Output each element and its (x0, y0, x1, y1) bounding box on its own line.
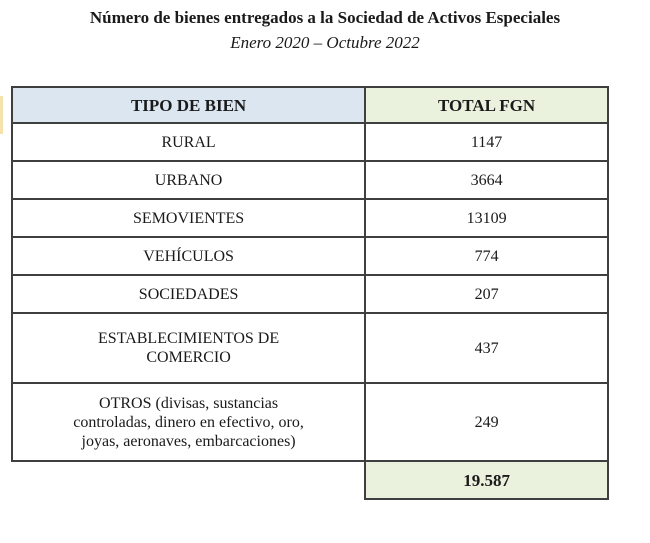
page-title: Número de bienes entregados a la Socieda… (89, 8, 561, 27)
cell-tipo: SOCIEDADES (10, 274, 367, 314)
table-row: OTROS (divisas, sustancias controladas, … (10, 382, 609, 462)
cell-total: 207 (364, 274, 609, 314)
page-subtitle: Enero 2020 – Octubre 2022 (230, 33, 420, 52)
table-row: SOCIEDADES 207 (10, 274, 609, 314)
column-header-tipo-de-bien: TIPO DE BIEN (10, 86, 367, 124)
cell-tipo: ESTABLECIMIENTOS DE COMERCIO (10, 312, 367, 384)
data-table: TIPO DE BIEN TOTAL FGN RURAL 1147 URBANO… (10, 86, 609, 500)
cell-total: 13109 (364, 198, 609, 238)
table-row: ESTABLECIMIENTOS DE COMERCIO 437 (10, 312, 609, 384)
grand-total-spacer (12, 461, 366, 499)
cell-tipo: URBANO (10, 160, 367, 200)
cell-total: 437 (364, 312, 609, 384)
cell-total: 774 (364, 236, 609, 276)
cell-tipo: VEHÍCULOS (10, 236, 367, 276)
cell-total: 3664 (364, 160, 609, 200)
cell-tipo: SEMOVIENTES (10, 198, 367, 238)
header-row: TIPO DE BIEN TOTAL FGN (10, 86, 609, 124)
table-row: VEHÍCULOS 774 (10, 236, 609, 276)
table-row: RURAL 1147 (10, 122, 609, 162)
grand-total-cell: 19.587 (364, 460, 609, 500)
cell-total: 1147 (364, 122, 609, 162)
table-row: URBANO 3664 (10, 160, 609, 200)
cell-total: 249 (364, 382, 609, 462)
cell-tipo: RURAL (10, 122, 367, 162)
column-header-total-fgn: TOTAL FGN (364, 86, 609, 124)
grand-total-row: 19.587 (12, 460, 609, 500)
table-row: SEMOVIENTES 13109 (10, 198, 609, 238)
scan-artifact (0, 96, 3, 134)
cell-tipo: OTROS (divisas, sustancias controladas, … (10, 382, 367, 462)
